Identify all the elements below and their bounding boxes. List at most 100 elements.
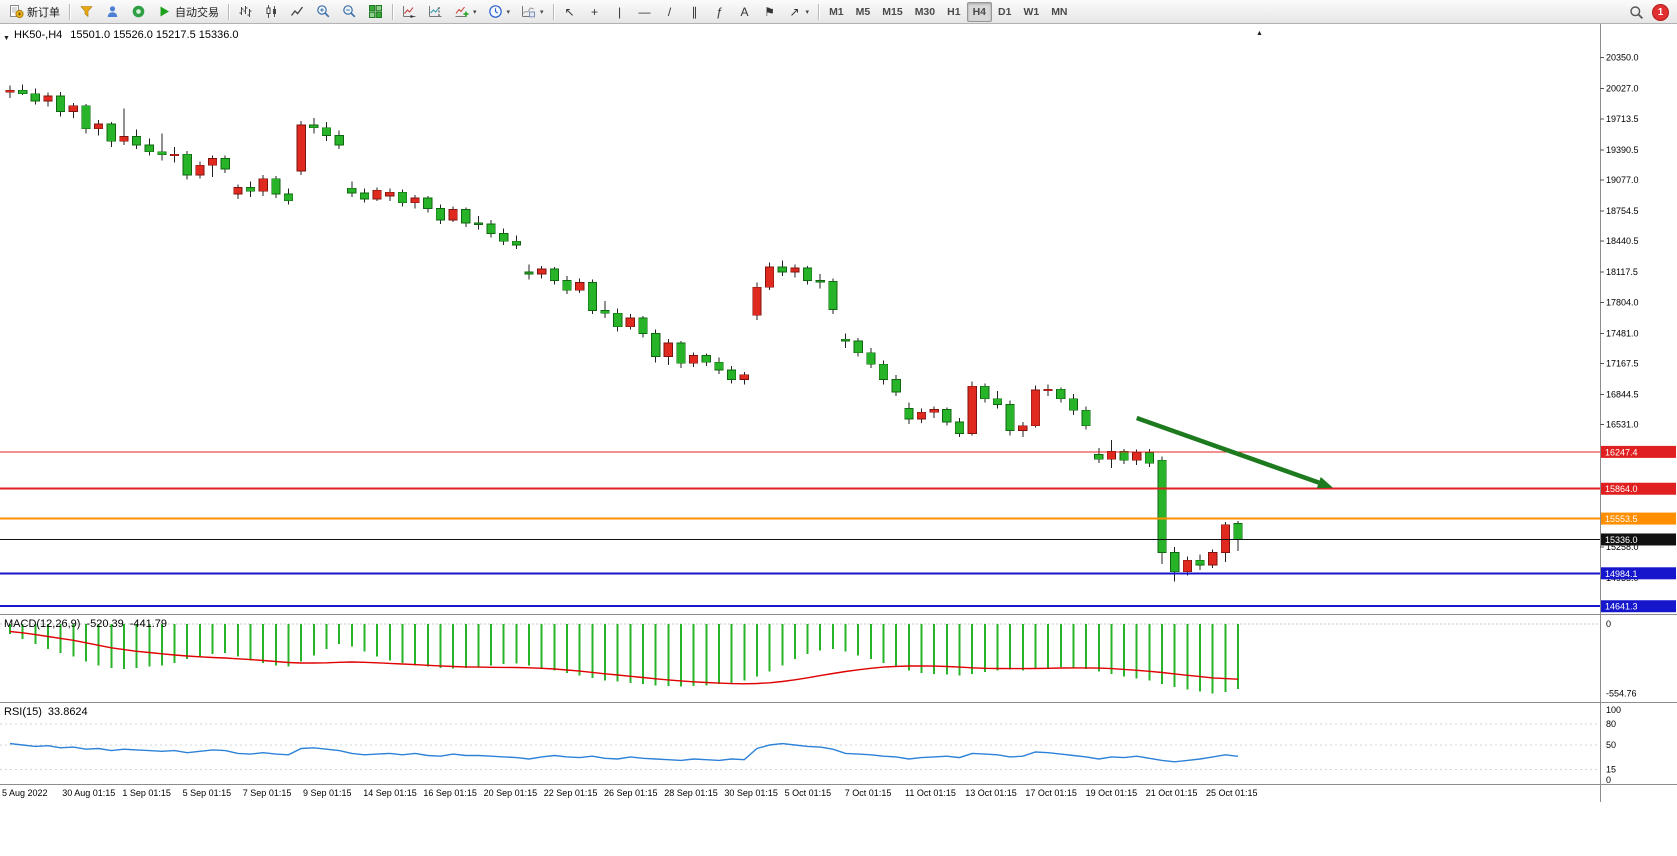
- chart-menu-icon[interactable]: ▲: [1256, 30, 1263, 37]
- macd-main-value: -520.39: [86, 618, 124, 630]
- terminal-icon: [132, 5, 145, 18]
- zoom-in-button[interactable]: [311, 2, 336, 22]
- candle-body: [296, 124, 306, 172]
- timeframe-h4[interactable]: H4: [966, 1, 992, 22]
- tool-text-button[interactable]: A: [733, 2, 757, 22]
- macd-panel: [0, 623, 1600, 694]
- terminal-button[interactable]: [126, 2, 151, 22]
- tool-vertical-line-button[interactable]: |: [608, 2, 632, 22]
- timeframe-m1[interactable]: M1: [823, 2, 850, 22]
- candle-body: [94, 123, 104, 130]
- new-order-button[interactable]: 新订单: [4, 2, 65, 22]
- trend-arrow[interactable]: [1135, 415, 1333, 489]
- play-icon: [160, 6, 169, 17]
- candle-body: [815, 280, 825, 283]
- timeframe-m5[interactable]: M5: [850, 2, 877, 22]
- price-tick-label: 18117.5: [1606, 267, 1638, 277]
- time-label: 13 Oct 01:15: [965, 788, 1017, 798]
- zoom-out-button[interactable]: [337, 2, 362, 22]
- price-tick-label: 20027.0: [1606, 84, 1639, 94]
- candle-body: [1056, 388, 1066, 400]
- tile-windows-button[interactable]: [363, 2, 388, 22]
- price-tick-label: 17804.0: [1606, 297, 1639, 307]
- autoscroll-icon: [403, 6, 416, 18]
- candle-body: [942, 408, 952, 423]
- periods-button[interactable]: ▾: [483, 2, 516, 22]
- candle-body: [638, 317, 648, 334]
- candle-body: [1195, 559, 1205, 566]
- autotrading-button[interactable]: 自动交易: [152, 2, 224, 22]
- candle-body: [1068, 398, 1079, 411]
- candlestick-icon: [266, 5, 276, 18]
- candle-body: [929, 408, 939, 413]
- tool-label-button[interactable]: ⚑: [758, 2, 782, 22]
- price-badge: [1601, 533, 1676, 546]
- price-axis[interactable]: 20350.0 20027.0 19713.5 19390.5 19077.0 18754…: [1600, 53, 1676, 785]
- timeframe-m15[interactable]: M15: [876, 2, 908, 22]
- indicators-button[interactable]: ▾: [449, 2, 482, 22]
- candle-body: [56, 95, 66, 112]
- candlestick-button[interactable]: [259, 2, 284, 22]
- market-watch-icon: [80, 6, 93, 18]
- chevron-down-icon: ▾: [805, 8, 810, 16]
- time-axis[interactable]: 5 Aug 2022 30 Aug 01:15 1 Sep 01:15 5 Sep 0…: [2, 788, 1258, 798]
- candle-body: [271, 178, 281, 195]
- price-tick-label: 17481.0: [1606, 328, 1639, 338]
- candle-body: [676, 342, 686, 364]
- candle-body: [613, 312, 623, 328]
- timeframe-d1[interactable]: D1: [992, 2, 1017, 22]
- timeframe-mn[interactable]: MN: [1045, 2, 1073, 22]
- time-label: 25 Oct 01:15: [1206, 788, 1258, 798]
- tool-crosshair-button[interactable]: +: [583, 2, 607, 22]
- candle-body: [752, 286, 762, 316]
- navigator-button[interactable]: [100, 2, 125, 22]
- candle-body: [144, 144, 154, 153]
- autoscroll-button[interactable]: [397, 2, 422, 22]
- timeframe-w1[interactable]: W1: [1017, 2, 1045, 22]
- timeframe-m30[interactable]: M30: [909, 2, 941, 22]
- tool-equidistant-channel-button[interactable]: ∥: [683, 2, 707, 22]
- tool-label-button-icon: ⚑: [764, 4, 775, 19]
- candle-body: [1170, 552, 1180, 573]
- tool-trendline-button[interactable]: /: [658, 2, 682, 22]
- chart-shift-icon: [429, 6, 442, 17]
- time-label: 26 Sep 01:15: [604, 788, 658, 798]
- chart-shift-button[interactable]: [423, 2, 448, 22]
- tool-cursor-button[interactable]: ↖: [558, 2, 582, 22]
- candle-body: [980, 385, 990, 400]
- tool-horizontal-line-button[interactable]: —: [633, 2, 657, 22]
- templates-button[interactable]: ▾: [516, 2, 549, 22]
- candle-body: [714, 361, 724, 371]
- candle-body: [1182, 559, 1192, 573]
- candle-body: [372, 189, 382, 200]
- chart-canvas[interactable]: 20350.0 20027.0 19713.5 19390.5 19077.0 18754…: [0, 24, 1677, 855]
- navigator-icon: [107, 6, 118, 17]
- candle-body: [435, 208, 446, 221]
- candle-body: [195, 164, 205, 176]
- candle-body: [537, 268, 547, 275]
- toolbar-separator: [228, 3, 229, 20]
- candle-body: [1119, 451, 1129, 461]
- tool-arrows-button[interactable]: ↗ ▾: [783, 2, 815, 22]
- price-badge-label: 15553.5: [1605, 514, 1638, 524]
- timeframe-h1[interactable]: H1: [941, 2, 966, 22]
- tool-fibonacci-button[interactable]: ƒ: [708, 2, 732, 22]
- one-click-trading-toggle[interactable]: ▼: [3, 31, 10, 43]
- bar-chart-button[interactable]: [233, 2, 258, 22]
- candle-body: [904, 407, 914, 420]
- candle-body: [233, 186, 243, 195]
- time-label: 19 Oct 01:15: [1086, 788, 1138, 798]
- candle-body: [169, 153, 180, 157]
- chart-workspace: 20350.0 20027.0 19713.5 19390.5 19077.0 18754…: [0, 24, 1677, 855]
- ohlc-values: 15501.0 15526.0 15217.5 15336.0: [70, 29, 239, 41]
- toolbar-right: 1: [1629, 0, 1669, 24]
- market-watch-button[interactable]: [74, 2, 99, 22]
- search-icon[interactable]: [1629, 5, 1644, 20]
- rsi-label: RSI(15) 33.8624: [4, 706, 88, 718]
- candle-body: [765, 266, 775, 288]
- line-chart-button[interactable]: [285, 2, 310, 22]
- tool-equidistant-channel-button-icon: ∥: [691, 4, 698, 19]
- notification-badge[interactable]: 1: [1652, 3, 1669, 21]
- candle-body: [1233, 523, 1243, 540]
- candle-body: [954, 421, 965, 434]
